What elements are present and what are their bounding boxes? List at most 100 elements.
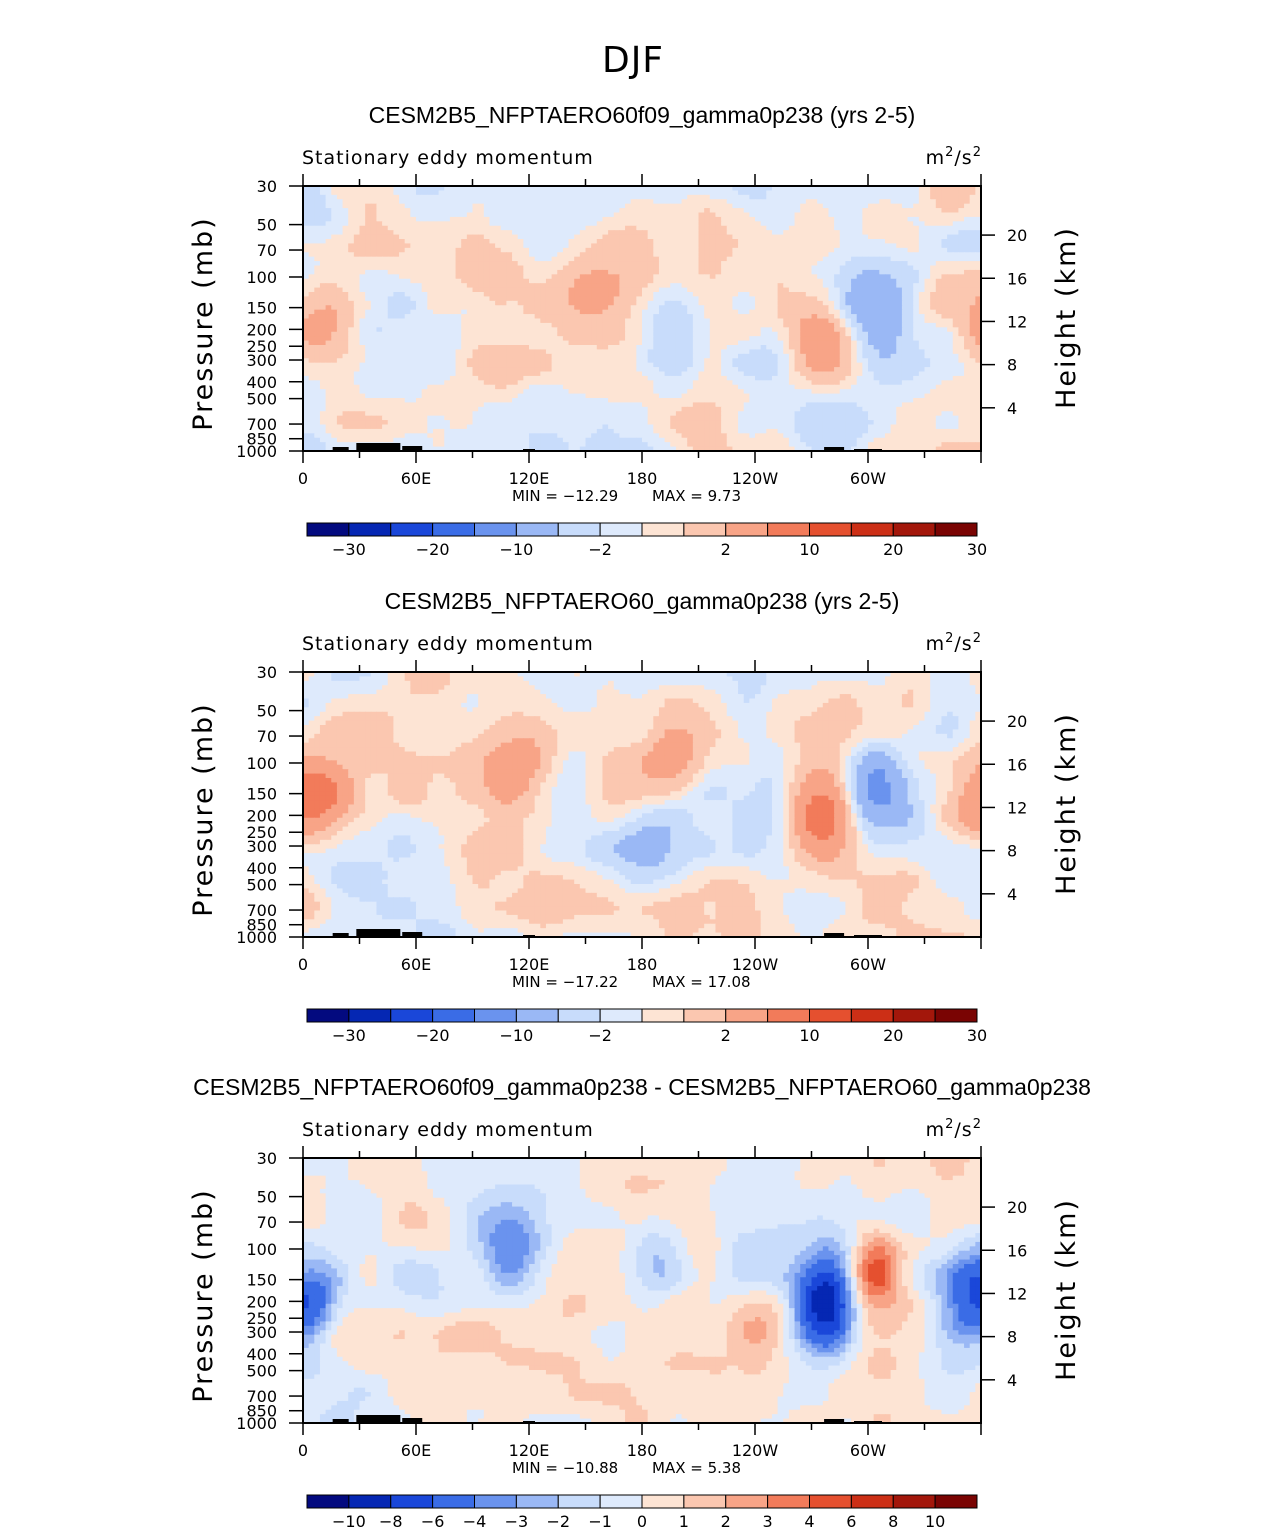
y-tick-label: 250 — [246, 337, 277, 356]
colorbar-label: 30 — [967, 540, 987, 559]
colorbar-swatch — [599, 522, 643, 537]
colorbar-swatch — [850, 1008, 894, 1023]
y-right-tick-label: 12 — [1007, 312, 1027, 331]
y-axis-title: Pressure (mb) — [188, 1188, 219, 1402]
colorbar-label: 20 — [883, 540, 903, 559]
colorbar-label: 8 — [888, 1512, 898, 1531]
y-right-tick-label: 20 — [1007, 712, 1027, 731]
y-right-tick-label: 16 — [1007, 269, 1027, 288]
x-tick-label: 180 — [627, 469, 658, 488]
y-axis-right: 20 16 12 8 4 Height (km) — [981, 712, 1082, 904]
y-tick-label: 100 — [246, 268, 277, 287]
max-label: MAX = 9.73 — [652, 487, 741, 505]
y-tick-label: 50 — [257, 702, 277, 721]
colorbar-swatch — [474, 1494, 517, 1509]
colorbar-swatch — [934, 1008, 978, 1023]
colorbar-swatch — [850, 522, 894, 537]
x-tick-label: 60E — [401, 469, 431, 488]
colorbar-label: −1 — [588, 1512, 612, 1531]
colorbar-swatch — [306, 1494, 350, 1509]
colorbar-label: −10 — [499, 540, 533, 559]
heatmap-field — [303, 186, 981, 451]
y-right-tick-label: 20 — [1007, 1198, 1027, 1217]
y-tick-label: 30 — [257, 177, 277, 196]
colorbar-label: −3 — [505, 1512, 529, 1531]
colorbar-label: −2 — [588, 1026, 612, 1045]
x-tick-label: 0 — [298, 469, 308, 488]
x-tick-label: 120E — [509, 955, 550, 974]
colorbar-label: −2 — [546, 1512, 570, 1531]
panel-units: m2/s2 — [926, 631, 982, 655]
y-tick-label: 700 — [246, 415, 277, 434]
y-right-tick-label: 4 — [1007, 885, 1017, 904]
colorbar-swatch — [934, 522, 978, 537]
y-tick-label: 200 — [246, 806, 277, 825]
max-label: MAX = 17.08 — [652, 973, 751, 991]
colorbar-swatch — [767, 1008, 810, 1023]
colorbar-swatch — [348, 1008, 392, 1023]
max-label: MAX = 5.38 — [652, 1459, 741, 1477]
y-tick-label: 1000 — [236, 442, 277, 461]
colorbar-label: 10 — [925, 1512, 945, 1531]
y-tick-label: 500 — [246, 1362, 277, 1381]
colorbar-swatch — [390, 1494, 434, 1509]
colorbar-swatch — [850, 1494, 894, 1509]
colorbar-label: 1 — [679, 1512, 689, 1531]
y-tick-label: 30 — [257, 1149, 277, 1168]
colorbar-swatch — [348, 1494, 392, 1509]
y-tick-label: 300 — [246, 1323, 277, 1342]
colorbar-label: 20 — [883, 1026, 903, 1045]
colorbar-swatch — [892, 522, 936, 537]
y-tick-label: 70 — [257, 727, 277, 746]
y-right-tick-label: 20 — [1007, 226, 1027, 245]
colorbar: −30 −20 −10 −2 2 10 20 30 — [306, 522, 987, 559]
colorbar-swatch — [474, 1008, 517, 1023]
y-axis-right: 20 16 12 8 4 Height (km) — [981, 1198, 1082, 1390]
y-right-tick-label: 12 — [1007, 798, 1027, 817]
y-tick-label: 70 — [257, 1213, 277, 1232]
colorbar-swatch — [306, 1008, 350, 1023]
colorbar-swatch — [809, 1494, 852, 1509]
x-tick-label: 120W — [732, 955, 779, 974]
colorbar-swatch — [515, 522, 559, 537]
y-axis-title: Pressure (mb) — [188, 702, 219, 916]
colorbar-label: 2 — [721, 540, 731, 559]
colorbar-swatch — [515, 1008, 559, 1023]
colorbar-label: −4 — [463, 1512, 487, 1531]
x-tick-label: 0 — [298, 1441, 308, 1460]
x-tick-label: 0 — [298, 955, 308, 974]
colorbar-swatch — [683, 1008, 727, 1023]
y-right-tick-label: 16 — [1007, 1241, 1027, 1260]
y-tick-label: 700 — [246, 1387, 277, 1406]
heatmap-field — [303, 672, 981, 937]
colorbar-label: −30 — [332, 540, 366, 559]
colorbar-label: 4 — [804, 1512, 814, 1531]
y-tick-label: 1000 — [236, 1414, 277, 1433]
panel-title: CESM2B5_NFPTAERO60f09_gamma0p238 (yrs 2-… — [369, 102, 916, 128]
colorbar-swatch — [390, 1008, 434, 1023]
colorbar-swatch — [641, 1494, 685, 1509]
colorbar: −30 −20 −10 −2 2 10 20 30 — [306, 1008, 987, 1045]
x-tick-label: 120E — [509, 1441, 550, 1460]
panel-3: CESM2B5_NFPTAERO60f09_gamma0p238 - CESM2… — [188, 1074, 1091, 1531]
colorbar-swatch — [934, 1494, 978, 1509]
colorbar-swatch — [809, 522, 852, 537]
y-tick-label: 100 — [246, 1240, 277, 1259]
panel-title: CESM2B5_NFPTAERO60f09_gamma0p238 - CESM2… — [193, 1074, 1091, 1100]
x-tick-label: 120W — [732, 1441, 779, 1460]
colorbar-label: 2 — [721, 1026, 731, 1045]
y-tick-label: 500 — [246, 390, 277, 409]
x-tick-label: 120W — [732, 469, 779, 488]
colorbar-label: 2 — [721, 1512, 731, 1531]
figure-title: DJF — [602, 40, 664, 81]
y-tick-label: 500 — [246, 876, 277, 895]
colorbar-label: −8 — [379, 1512, 403, 1531]
panel-title: CESM2B5_NFPTAERO60_gamma0p238 (yrs 2-5) — [385, 588, 900, 614]
colorbar-swatch — [557, 522, 601, 537]
y-right-tick-label: 4 — [1007, 1371, 1017, 1390]
min-label: MIN = −17.22 — [512, 973, 618, 991]
colorbar-swatch — [474, 522, 517, 537]
